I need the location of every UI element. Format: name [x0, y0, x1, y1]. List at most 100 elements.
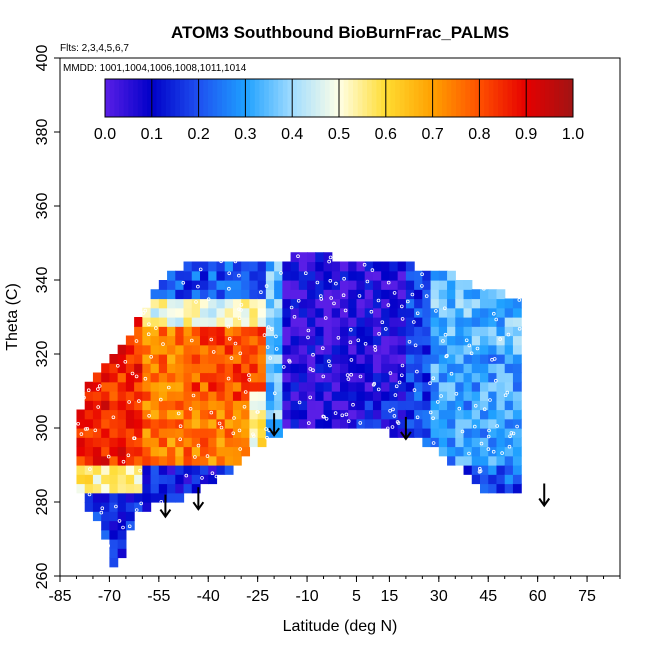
colorbar-swatch	[353, 79, 359, 117]
colorbar-swatch	[222, 79, 228, 117]
heatmap-cell	[480, 363, 489, 374]
heatmap-cell	[101, 474, 111, 485]
heatmap-cell	[372, 307, 382, 318]
heatmap-cell	[282, 354, 292, 364]
heatmap-cell	[249, 381, 259, 392]
sample-point	[243, 390, 248, 394]
heatmap-cell	[158, 409, 168, 420]
heatmap-cell	[224, 455, 234, 466]
sample-point	[264, 284, 269, 288]
sample-point	[141, 311, 146, 315]
heatmap-cell	[183, 465, 193, 475]
sample-point	[297, 400, 302, 405]
sample-point	[373, 344, 377, 349]
heatmap-cell	[488, 317, 498, 327]
heatmap-cell	[512, 474, 522, 485]
heatmap-cell	[125, 483, 135, 494]
heatmap-cell	[282, 270, 292, 281]
heatmap-cell	[191, 465, 201, 475]
sample-point	[205, 454, 210, 458]
heatmap-cell	[471, 289, 481, 300]
sample-point	[247, 377, 252, 382]
heatmap-cell	[191, 391, 201, 401]
heatmap-cell	[200, 363, 209, 374]
heatmap-cell	[142, 465, 152, 475]
sample-point	[200, 476, 204, 480]
heatmap-cell	[438, 326, 448, 337]
heatmap-cell	[232, 372, 242, 383]
heatmap-cell	[167, 289, 176, 300]
heatmap-cell	[109, 372, 119, 383]
sample-point	[493, 378, 498, 383]
heatmap-cell	[76, 455, 86, 466]
heatmap-cell	[208, 474, 218, 485]
colorbar-swatch	[264, 79, 270, 117]
heatmap-cell	[125, 492, 135, 503]
heatmap-cell	[298, 280, 308, 290]
sample-point	[328, 255, 333, 260]
heatmap-cell	[323, 381, 333, 392]
sample-point	[311, 352, 315, 357]
sample-point	[255, 410, 260, 414]
sample-point	[149, 354, 154, 359]
heatmap-cell	[397, 270, 407, 281]
heatmap-cell	[397, 298, 407, 309]
heatmap-cell	[142, 502, 152, 512]
heatmap-cell	[463, 418, 473, 429]
heatmap-cell	[372, 391, 382, 401]
sample-point	[259, 290, 263, 295]
heatmap-cell	[274, 391, 283, 401]
heatmap-cell	[414, 280, 423, 290]
heatmap-cell	[372, 372, 382, 383]
heatmap-cell	[183, 446, 193, 457]
sample-point	[292, 314, 297, 319]
heatmap-cell	[150, 400, 160, 411]
sample-point	[121, 525, 125, 530]
heatmap-cell	[134, 381, 143, 392]
heatmap-cell	[340, 344, 349, 355]
heatmap-cell	[142, 354, 152, 364]
heatmap-cell	[438, 280, 448, 290]
sample-point	[460, 429, 465, 434]
heatmap-cell	[208, 326, 218, 337]
heatmap-cell	[323, 280, 333, 290]
sample-point	[242, 404, 247, 409]
heatmap-cell	[274, 317, 283, 327]
heatmap-cell	[232, 298, 242, 309]
heatmap-cell	[315, 307, 325, 318]
heatmap-cell	[438, 437, 448, 448]
heatmap-cell	[307, 280, 316, 290]
heatmap-cell	[307, 418, 316, 429]
heatmap-cell	[232, 409, 242, 420]
heatmap-cell	[340, 307, 349, 318]
heatmap-cell	[158, 474, 168, 485]
heatmap-cell	[183, 317, 193, 327]
sample-point	[385, 426, 390, 431]
heatmap-cell	[488, 289, 498, 300]
colorbar-swatch	[488, 79, 494, 117]
heatmap-cell	[84, 483, 94, 494]
heatmap-cell	[331, 326, 341, 337]
colorbar-swatch	[165, 79, 171, 117]
heatmap-cell	[496, 372, 506, 383]
heatmap-cell	[117, 502, 127, 512]
heatmap-cell	[488, 409, 498, 420]
heatmap-cell	[488, 455, 498, 466]
sample-point	[372, 381, 377, 386]
heatmap-cell	[471, 354, 481, 364]
heatmap-cell	[208, 298, 218, 309]
heatmap-cell	[480, 391, 489, 401]
sample-point	[503, 393, 508, 398]
heatmap-cell	[200, 335, 209, 346]
arrow-layer	[159, 413, 551, 519]
heatmap-cell	[290, 307, 300, 318]
heatmap-cell	[125, 381, 135, 392]
heatmap-cell	[232, 280, 242, 290]
sample-point	[343, 308, 348, 313]
colorbar-swatch	[207, 79, 214, 117]
heatmap-cell	[438, 391, 448, 401]
heatmap-cell	[488, 474, 498, 485]
heatmap-cell	[117, 437, 127, 448]
heatmap-cell	[92, 409, 102, 420]
heatmap-cell	[125, 446, 135, 457]
